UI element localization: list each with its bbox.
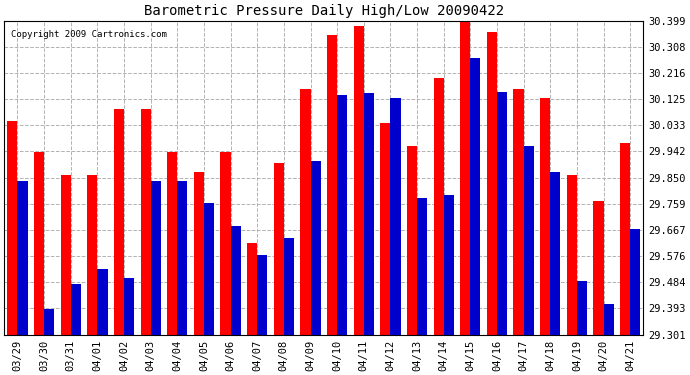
Bar [230, 226, 241, 335]
Bar [550, 172, 560, 335]
Bar [221, 152, 230, 335]
Bar [524, 146, 534, 335]
Bar [337, 95, 347, 335]
Bar [204, 204, 214, 335]
Text: Copyright 2009 Cartronics.com: Copyright 2009 Cartronics.com [10, 30, 166, 39]
Bar [487, 32, 497, 335]
Bar [300, 89, 310, 335]
Bar [540, 98, 550, 335]
Bar [630, 229, 640, 335]
Bar [177, 181, 188, 335]
Bar [194, 172, 204, 335]
Bar [354, 26, 364, 335]
Bar [114, 109, 124, 335]
Bar [433, 78, 444, 335]
Bar [61, 175, 71, 335]
Bar [97, 269, 108, 335]
Bar [87, 175, 97, 335]
Bar [141, 109, 150, 335]
Bar [247, 243, 257, 335]
Bar [44, 309, 55, 335]
Bar [327, 35, 337, 335]
Bar [34, 152, 44, 335]
Bar [460, 21, 471, 335]
Bar [566, 175, 577, 335]
Bar [471, 58, 480, 335]
Bar [310, 160, 321, 335]
Bar [444, 195, 454, 335]
Bar [407, 146, 417, 335]
Bar [274, 164, 284, 335]
Bar [497, 92, 507, 335]
Bar [257, 255, 267, 335]
Bar [620, 143, 630, 335]
Bar [593, 201, 604, 335]
Bar [71, 284, 81, 335]
Bar [513, 89, 524, 335]
Bar [150, 181, 161, 335]
Bar [604, 303, 613, 335]
Bar [17, 181, 28, 335]
Bar [167, 152, 177, 335]
Bar [8, 120, 17, 335]
Bar [364, 93, 374, 335]
Bar [124, 278, 134, 335]
Bar [391, 98, 400, 335]
Bar [577, 280, 587, 335]
Bar [380, 123, 391, 335]
Bar [284, 238, 294, 335]
Bar [417, 198, 427, 335]
Title: Barometric Pressure Daily High/Low 20090422: Barometric Pressure Daily High/Low 20090… [144, 4, 504, 18]
